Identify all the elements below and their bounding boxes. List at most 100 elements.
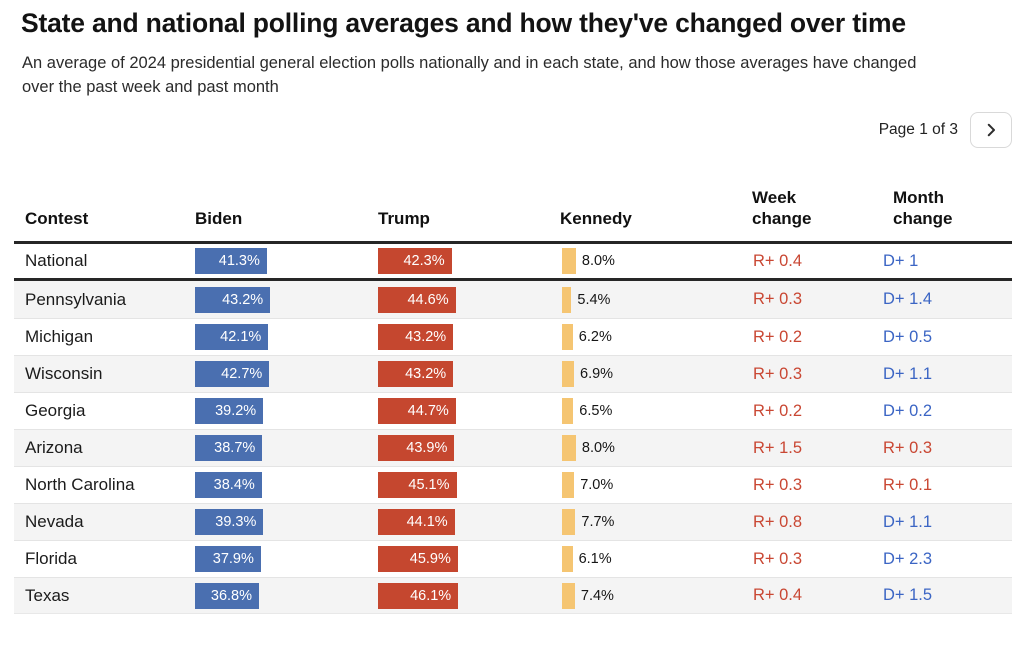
month-change-value: D+ 0.5 [883,327,933,346]
biden-bar-cell: 43.2% [195,286,378,313]
next-page-button[interactable] [970,111,1012,148]
table-row: North Carolina 38.4% 45.1% 7.0% R+ 0.3 R… [14,466,1012,503]
biden-value: 39.2% [215,403,257,420]
week-change-value: R+ 0.3 [753,475,803,494]
month-change-value: D+ 0.2 [883,401,933,420]
kennedy-value: 7.4% [580,587,614,604]
trump-bar-cell: 45.9% [378,546,560,573]
biden-bar-cell: 41.3% [195,248,378,275]
week-change-value: R+ 0.4 [753,586,803,605]
kennedy-value: 8.0% [581,253,615,270]
kennedy-bar [562,472,575,499]
contest-cell: Georgia [25,401,86,421]
month-change-value: R+ 0.1 [883,475,933,494]
state-rows-group: Pennsylvania 43.2% 44.6% 5.4% R+ 0.3 D+ … [14,281,1012,615]
contest-cell: Michigan [25,327,94,347]
kennedy-bar-cell: 7.7% [560,509,740,536]
header-month-change: Month change [893,187,953,228]
trump-bar-cell: 44.7% [378,398,560,425]
trump-bar: 43.9% [378,435,455,462]
week-change-value: R+ 0.2 [753,401,803,420]
kennedy-bar-cell: 8.0% [560,435,740,462]
kennedy-bar-cell: 6.1% [560,546,740,573]
biden-bar: 38.4% [195,472,262,499]
biden-value: 38.7% [214,440,256,457]
trump-bar-cell: 42.3% [378,248,560,275]
kennedy-bar [562,546,573,573]
kennedy-bar [562,582,575,609]
month-change-value: D+ 1.5 [883,586,933,605]
contest-cell: Wisconsin [25,364,103,384]
kennedy-bar-cell: 6.2% [560,324,740,351]
kennedy-bar [562,248,576,275]
kennedy-bar [562,435,576,462]
table-header-row: Contest Biden Trump Kennedy Week change … [14,148,1012,245]
contest-cell: Arizona [25,438,83,458]
trump-bar-cell: 43.2% [378,361,560,388]
biden-value: 43.2% [222,291,264,308]
trump-bar: 44.7% [378,398,456,425]
biden-bar: 38.7% [195,435,263,462]
trump-bar: 45.1% [378,472,457,499]
contest-cell: North Carolina [25,475,135,495]
header-kennedy: Kennedy [560,208,632,228]
kennedy-bar [562,398,574,425]
trump-bar-cell: 43.2% [378,324,560,351]
kennedy-value: 6.2% [578,329,612,346]
biden-bar-cell: 38.7% [195,435,378,462]
pagination: Page 1 of 3 [0,111,1012,148]
kennedy-bar-cell: 7.4% [560,582,740,609]
trump-value: 44.7% [407,403,449,420]
biden-bar: 41.3% [195,248,267,275]
trump-value: 43.9% [406,440,448,457]
trump-value: 43.2% [405,329,447,346]
trump-bar: 43.2% [378,324,454,351]
kennedy-value: 7.0% [580,477,614,494]
table-row: Wisconsin 42.7% 43.2% 6.9% R+ 0.3 D+ 1.1 [14,355,1012,393]
biden-bar-cell: 38.4% [195,472,378,499]
kennedy-bar-cell: 7.0% [560,472,740,499]
trump-value: 44.6% [407,291,449,308]
national-row-group: National 41.3% 42.3% 8.0% R+ 0.4 D+ 1 [14,244,1012,282]
week-change-value: R+ 0.8 [753,512,803,531]
biden-bar: 39.2% [195,398,264,425]
kennedy-bar-cell: 6.5% [560,398,740,425]
biden-value: 36.8% [210,587,252,604]
biden-bar: 37.9% [195,546,261,573]
biden-value: 42.7% [221,366,263,383]
page-subtitle: An average of 2024 presidential general … [22,54,917,96]
biden-bar: 36.8% [195,582,259,609]
contest-cell: Florida [25,549,77,569]
trump-value: 45.9% [409,551,451,568]
trump-bar: 44.1% [378,509,455,536]
pagination-label: Page 1 of 3 [878,120,958,138]
month-change-value: D+ 2.3 [883,549,933,568]
trump-value: 42.3% [403,253,445,270]
kennedy-value: 8.0% [581,440,615,457]
week-change-value: R+ 0.3 [753,290,803,309]
trump-value: 43.2% [405,366,447,383]
page-title: State and national polling averages and … [21,8,906,38]
table-row: National 41.3% 42.3% 8.0% R+ 0.4 D+ 1 [14,244,1012,282]
biden-bar: 39.3% [195,509,264,536]
kennedy-bar-cell: 6.9% [560,361,740,388]
trump-value: 46.1% [410,587,452,604]
kennedy-bar [562,361,574,388]
week-change-value: R+ 1.5 [753,438,803,457]
biden-bar: 42.7% [195,361,270,388]
kennedy-value: 6.1% [578,551,612,568]
month-change-value: D+ 1.4 [883,290,933,309]
biden-bar-cell: 37.9% [195,546,378,573]
kennedy-bar [562,324,573,351]
kennedy-value: 5.4% [577,291,611,308]
biden-bar-cell: 39.2% [195,398,378,425]
header-week-change: Week change [752,187,812,228]
table-row: Pennsylvania 43.2% 44.6% 5.4% R+ 0.3 D+ … [14,281,1012,319]
kennedy-bar-cell: 8.0% [560,248,740,275]
biden-value: 41.3% [218,253,260,270]
week-change-value: R+ 0.4 [753,251,803,270]
trump-bar: 44.6% [378,286,456,313]
trump-value: 45.1% [408,477,450,494]
trump-bar-cell: 45.1% [378,472,560,499]
trump-bar: 43.2% [378,361,454,388]
